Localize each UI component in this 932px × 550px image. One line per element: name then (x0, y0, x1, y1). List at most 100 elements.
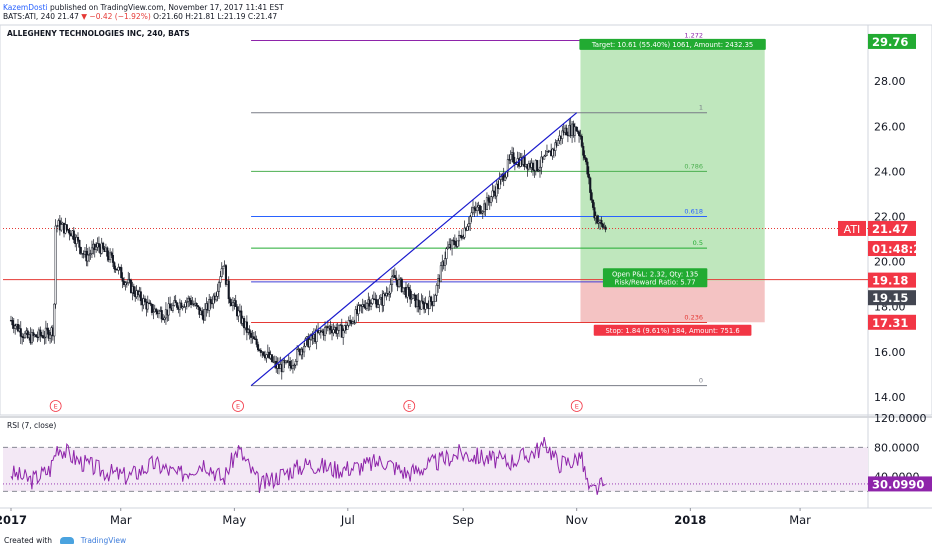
candle-body (591, 199, 595, 208)
candle-body (19, 328, 22, 337)
candle-body (180, 302, 183, 309)
candle (49, 331, 52, 344)
price-tick-label: 24.00 (874, 165, 906, 178)
candle (102, 241, 105, 251)
candle (561, 125, 564, 144)
candle-body (480, 212, 483, 214)
candle (72, 226, 75, 244)
candle-body (250, 332, 253, 338)
price-badge-text: 17.31 (872, 316, 908, 330)
candle-body (495, 183, 498, 197)
candle (265, 353, 268, 363)
candle (42, 329, 45, 339)
candle (169, 296, 172, 309)
candle (420, 293, 423, 310)
candle (551, 147, 554, 160)
candle (336, 322, 339, 340)
candle-body (291, 365, 294, 369)
candle (596, 214, 599, 225)
symbol-info: BATS:ATI, 240 21.47 ▼ −0.42 (−1.92%) O:2… (3, 12, 277, 21)
candle (68, 227, 71, 241)
candle (444, 251, 447, 272)
candle-body (196, 305, 200, 308)
candle-body (190, 300, 193, 305)
symbol-line: BATS:ATI, 240 (3, 12, 55, 21)
candle-body (395, 277, 398, 281)
candle-body (490, 196, 493, 203)
candle-body (587, 173, 590, 179)
candle (406, 284, 409, 303)
candle-body (44, 327, 47, 338)
candle (11, 316, 14, 329)
pnl-label-text: Open P&L: 2.32, Qty: 135 (612, 270, 698, 278)
candle (487, 194, 490, 206)
candle (557, 138, 560, 146)
candle-body (117, 266, 120, 271)
price-badge-bg (868, 290, 916, 306)
candle-body (561, 130, 564, 139)
candle (196, 305, 200, 311)
candle-body (504, 176, 507, 181)
candle (363, 300, 366, 309)
candle (471, 200, 475, 215)
candle (545, 144, 549, 156)
candle-body (16, 324, 20, 332)
candle-body (255, 338, 258, 345)
price-tick-label: 26.00 (874, 120, 906, 133)
candle (229, 296, 232, 307)
price-badge: 19.15 (868, 290, 916, 306)
candle-body (240, 310, 243, 324)
candle-body (303, 345, 306, 353)
candle (584, 157, 588, 165)
candle (593, 202, 596, 221)
candle-body (453, 240, 456, 245)
candle-body (579, 135, 582, 137)
candle (217, 280, 221, 299)
candle (467, 216, 470, 231)
candle (575, 126, 578, 132)
candle (152, 304, 155, 320)
target-label-text: Target: 10.61 (55.40%) 1061, Amount: 243… (591, 41, 753, 49)
candle-body (245, 321, 248, 333)
candle-body (470, 212, 473, 217)
candle-body (229, 298, 232, 304)
candle (397, 274, 401, 289)
price-badge-text: 19.15 (872, 291, 908, 305)
fib-level-label: 0 (699, 377, 703, 385)
candle (209, 296, 212, 310)
earnings-event-icon: E (570, 400, 583, 412)
candle-body (11, 320, 14, 326)
candle-body (304, 338, 307, 347)
earnings-event-circle (403, 400, 416, 412)
candle-body (377, 304, 380, 308)
candle-body (349, 320, 352, 322)
earnings-event-circle (232, 400, 244, 412)
tradingview-brand[interactable]: TradingView (80, 536, 127, 545)
candle-body (368, 299, 371, 307)
candle (240, 305, 243, 326)
candle (346, 323, 349, 330)
candle-body (160, 310, 163, 320)
candle (109, 248, 112, 263)
rsi-line (10, 437, 606, 495)
candle (342, 328, 345, 345)
candle-body (14, 325, 17, 329)
candle-body (217, 282, 221, 292)
candle (540, 151, 543, 175)
candle-body (121, 277, 124, 282)
candle (88, 246, 91, 263)
candle-body (478, 205, 482, 214)
candle-body (185, 301, 188, 303)
candle-body (463, 227, 466, 238)
candle (329, 320, 332, 335)
fib-level-label: 0.5 (693, 239, 703, 247)
candle (150, 303, 154, 316)
candle (124, 280, 127, 291)
candle-body (109, 252, 112, 261)
candle (282, 358, 285, 373)
candle (79, 246, 82, 255)
candle (506, 154, 509, 177)
candle-body (113, 262, 116, 270)
author-link[interactable]: KazemDosti (3, 3, 48, 12)
candle (125, 280, 128, 288)
